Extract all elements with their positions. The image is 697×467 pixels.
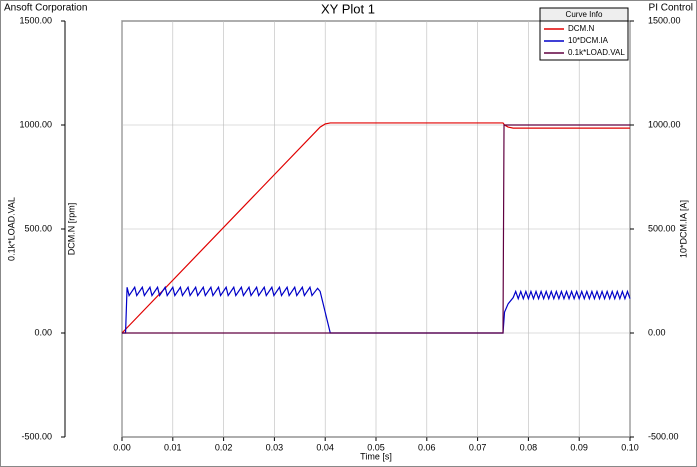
y2-tick-label: 1000.00: [648, 119, 681, 129]
x-tick-label: 0.06: [418, 442, 436, 452]
series-line: [122, 124, 630, 334]
y2-tick-label: 0.00: [648, 327, 666, 337]
left-note: Ansoft Corporation: [4, 3, 87, 14]
x-tick-label: 0.04: [316, 442, 334, 452]
y-tick-label: 1500.00: [19, 15, 52, 25]
y-tick-label: 500.00: [24, 223, 52, 233]
x-tick-label: 0.09: [570, 442, 588, 452]
x-tick-label: 0.00: [113, 442, 131, 452]
legend-title: Curve Info: [566, 10, 603, 19]
y2-axis-label: 10*DCM.IA [A]: [678, 200, 688, 258]
series-line: [121, 122, 630, 334]
x-tick-label: 0.05: [367, 442, 385, 452]
x-tick-label: 0.02: [215, 442, 233, 452]
legend-label: DCM.N: [568, 24, 594, 33]
y2-tick-label: 500.00: [648, 223, 676, 233]
legend-label: 10*DCM.IA: [568, 36, 609, 45]
legend-header: [539, 7, 629, 22]
chart-title: XY Plot 1: [321, 1, 375, 16]
y-axis-label: DCM.N [rpm]: [66, 203, 76, 256]
x-tick-label: 0.10: [621, 442, 639, 452]
right-note: PI Control: [649, 3, 693, 14]
y-axis-label-outer: 0.1k*LOAD.VAL: [6, 197, 16, 261]
y2-tick-label: 1500.00: [648, 15, 681, 25]
x-tick-label: 0.01: [164, 442, 182, 452]
x-tick-label: 0.08: [520, 442, 538, 452]
y-tick-label: 0.00: [34, 327, 52, 337]
x-axis-label: Time [s]: [360, 451, 392, 461]
series-line: [122, 285, 631, 334]
y-tick-label: 1000.00: [19, 119, 52, 129]
y2-tick-label: -500.00: [648, 431, 679, 441]
legend-label: 0.1k*LOAD.VAL: [568, 48, 625, 57]
x-tick-label: 0.03: [266, 442, 284, 452]
y-tick-label: -500.00: [21, 431, 52, 441]
x-tick-label: 0.07: [469, 442, 487, 452]
